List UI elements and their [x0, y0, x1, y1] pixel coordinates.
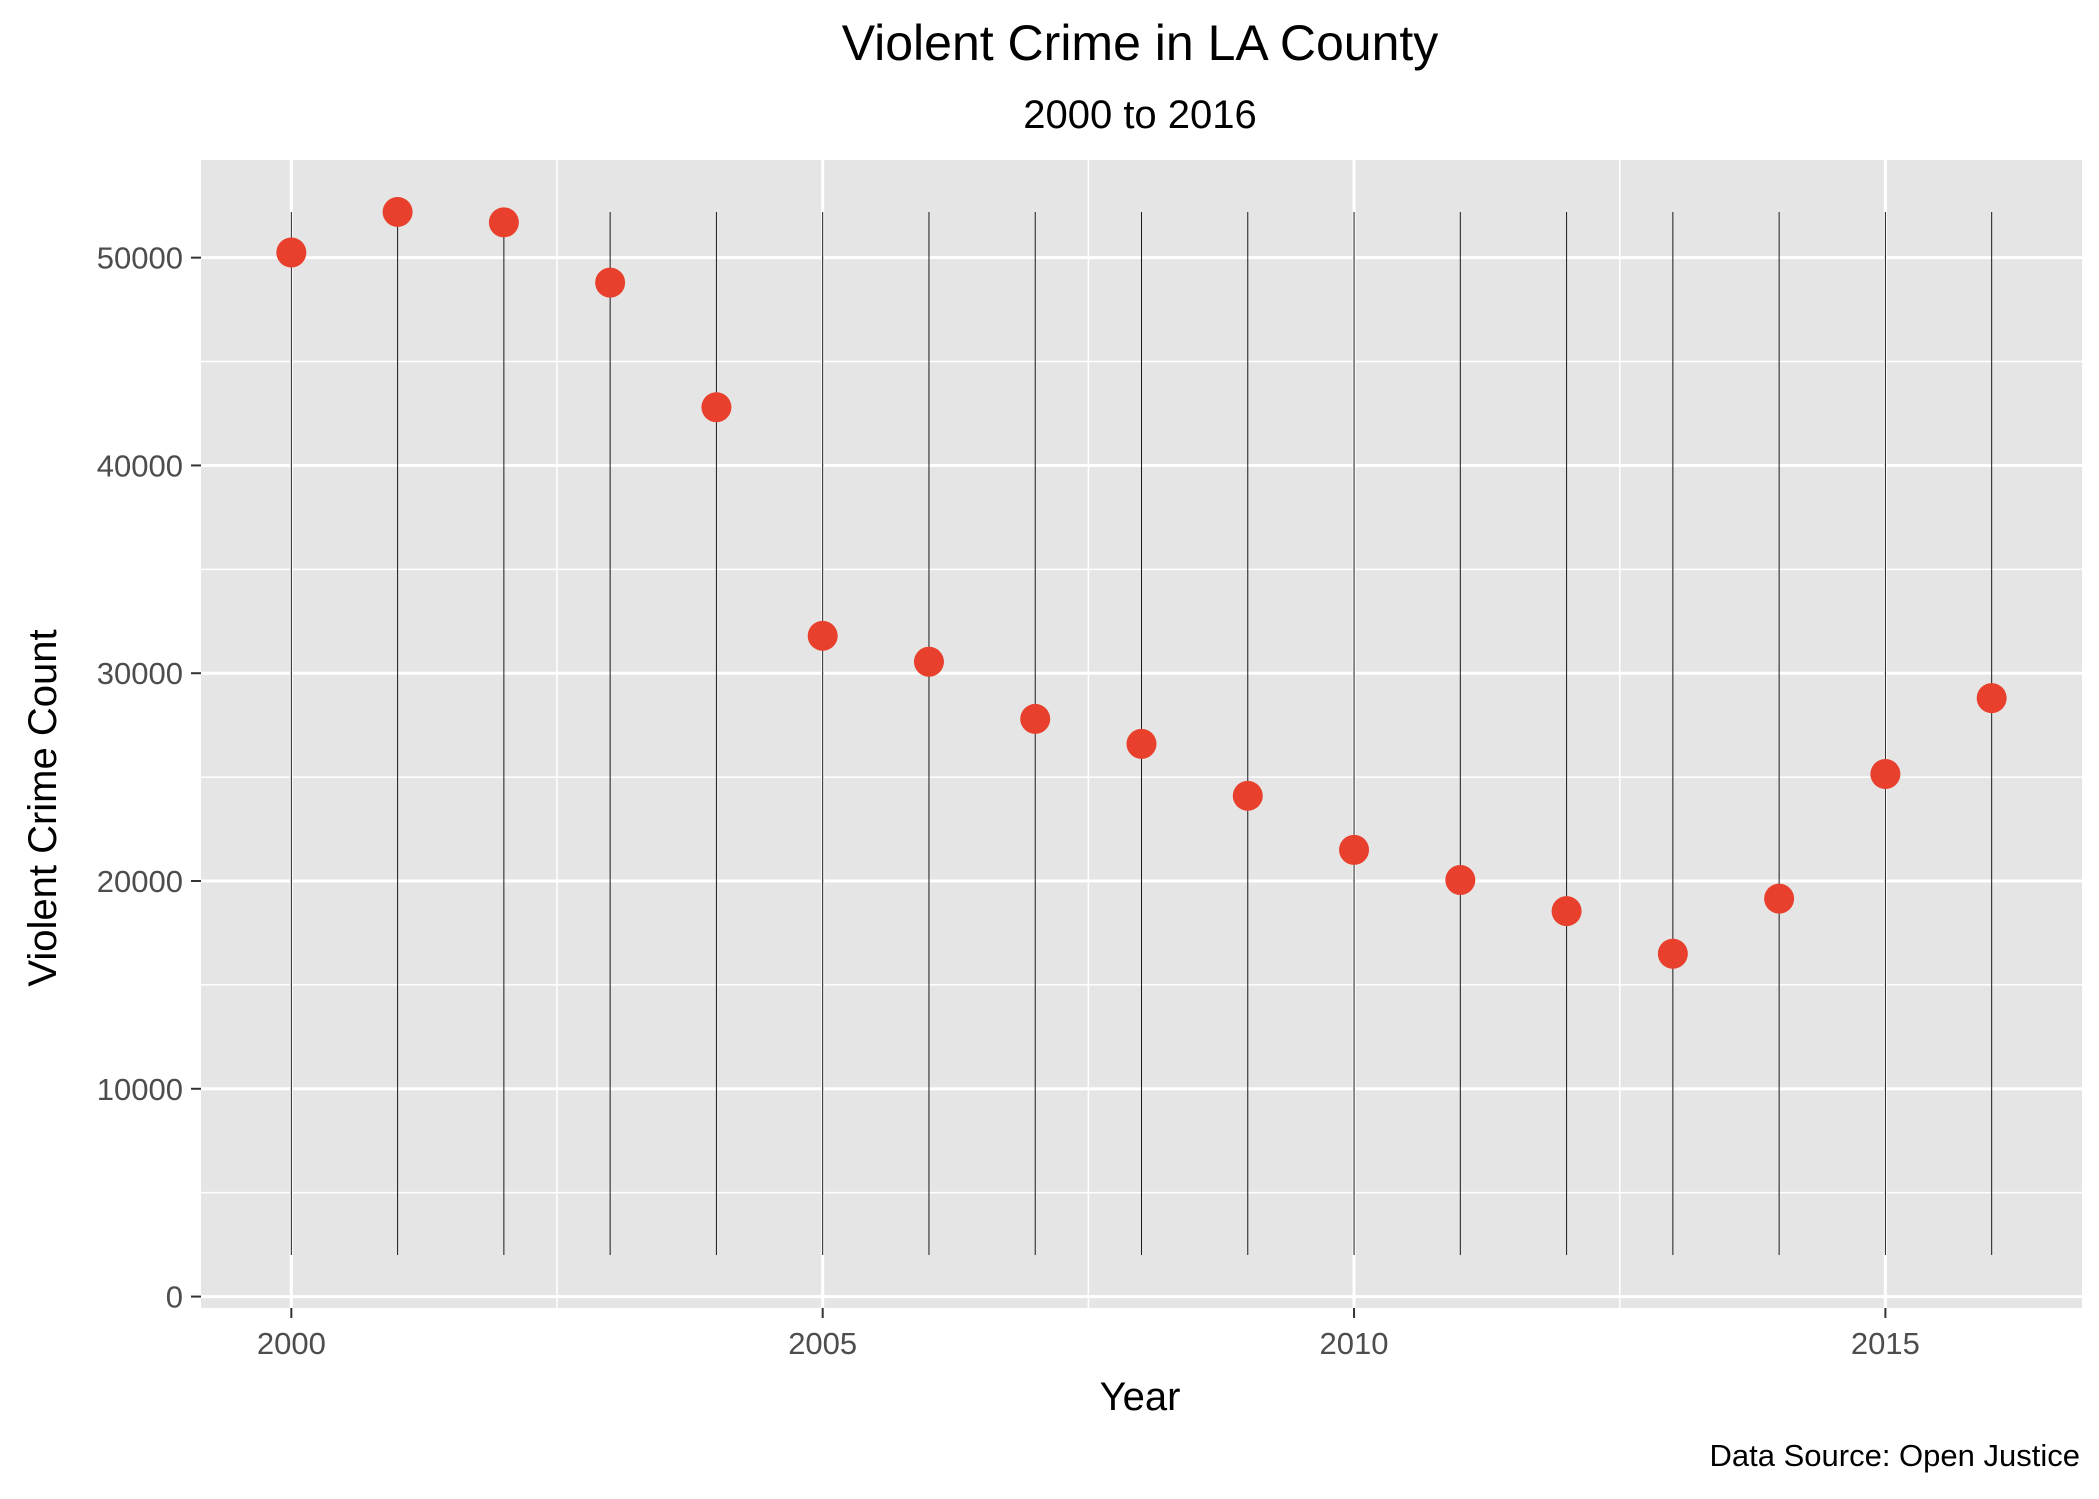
data-point	[488, 207, 519, 238]
y-tick-label: 40000	[97, 448, 183, 483]
data-point	[1764, 883, 1795, 914]
y-tick-label: 20000	[97, 864, 183, 899]
data-point	[701, 392, 732, 423]
data-point	[276, 237, 307, 268]
data-point	[1976, 683, 2007, 714]
data-point	[1339, 834, 1370, 865]
data-point	[1126, 728, 1157, 759]
plot-panel	[201, 160, 2082, 1308]
data-point	[1870, 758, 1901, 789]
data-point	[913, 646, 944, 677]
chart-subtitle: 2000 to 2016	[1023, 93, 1257, 137]
y-tick-label: 0	[166, 1280, 183, 1315]
y-tick-label: 50000	[97, 241, 183, 276]
data-point	[1020, 703, 1051, 734]
y-axis: 0 10000 20000 30000 40000 50000	[97, 241, 201, 1315]
data-point	[807, 620, 838, 651]
chart-caption: Data Source: Open Justice	[1710, 1438, 2080, 1473]
data-point	[595, 267, 626, 298]
data-point	[1551, 896, 1582, 927]
x-tick-label: 2015	[1851, 1326, 1920, 1361]
y-tick-label: 10000	[97, 1072, 183, 1107]
x-axis: 2000 2005 2010 2015	[257, 1308, 1920, 1361]
data-point	[1232, 780, 1263, 811]
x-tick-label: 2000	[257, 1326, 326, 1361]
x-axis-title: Year	[1100, 1375, 1181, 1419]
chart-title: Violent Crime in LA County	[842, 15, 1439, 71]
data-point	[1445, 864, 1476, 895]
x-tick-label: 2005	[788, 1326, 857, 1361]
x-tick-label: 2010	[1320, 1326, 1389, 1361]
y-axis-title: Violent Crime Count	[21, 629, 65, 986]
y-tick-label: 30000	[97, 656, 183, 691]
data-point	[1657, 938, 1688, 969]
data-point	[382, 196, 413, 227]
